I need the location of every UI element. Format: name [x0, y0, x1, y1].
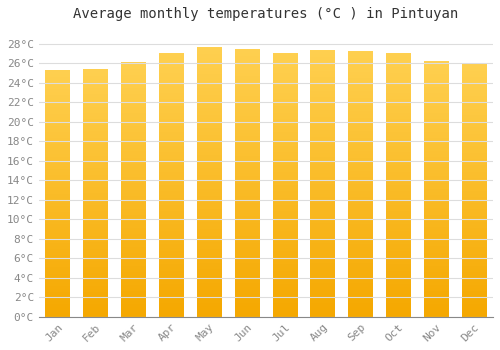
Title: Average monthly temperatures (°C ) in Pintuyan: Average monthly temperatures (°C ) in Pi…	[74, 7, 458, 21]
